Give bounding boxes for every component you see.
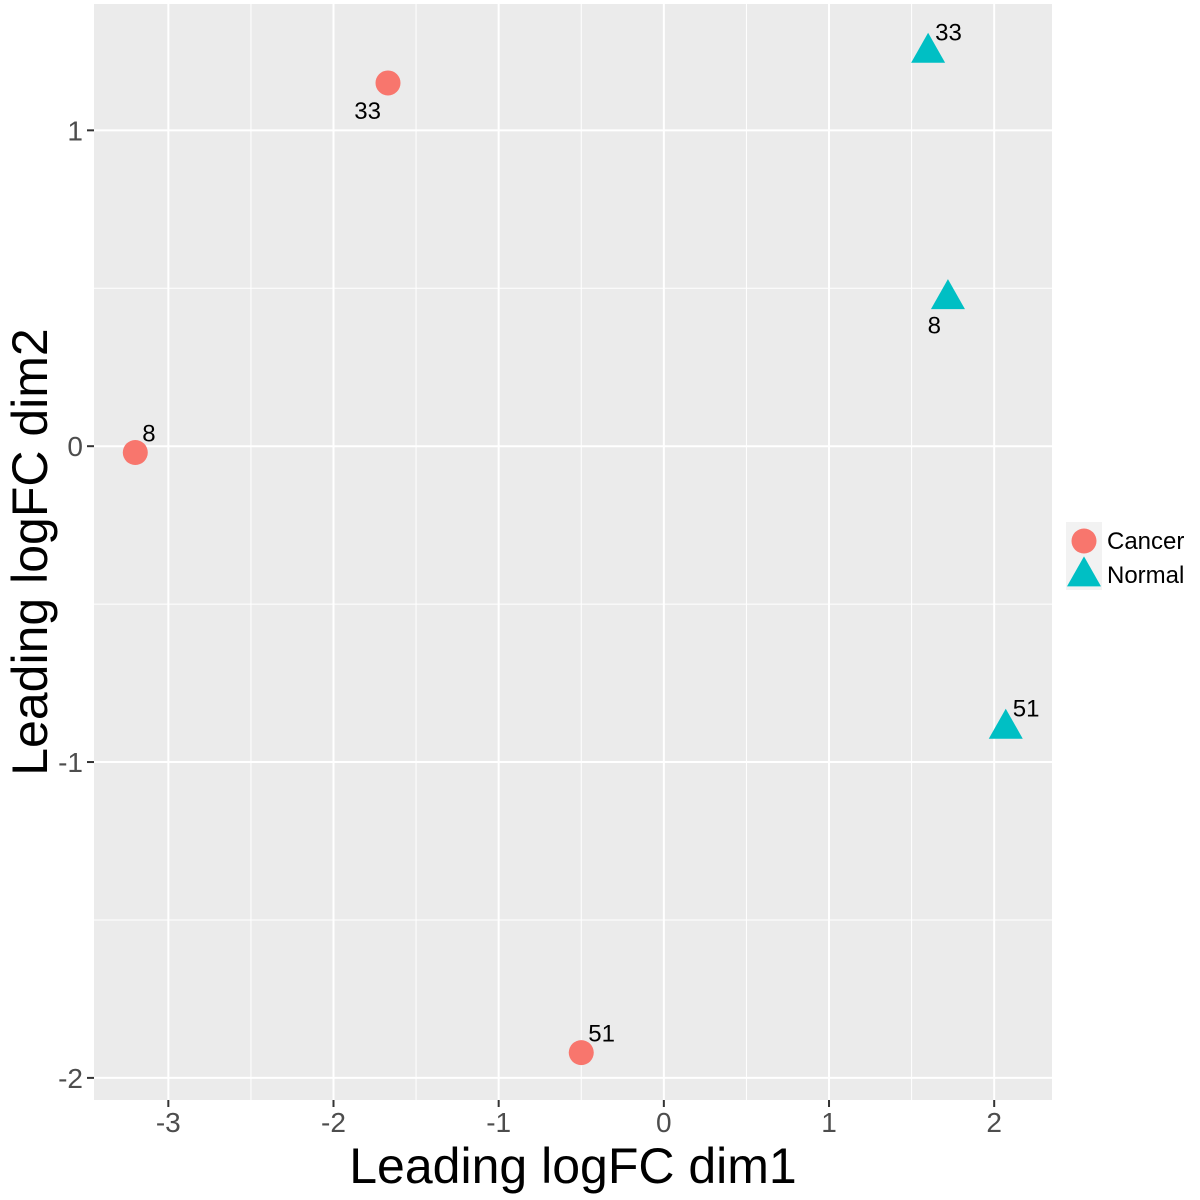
legend-label-cancer: Cancer	[1107, 528, 1184, 555]
normal-point	[988, 708, 1023, 739]
x-tick-label: -2	[321, 1107, 346, 1138]
y-tick-label: 1	[67, 115, 83, 146]
y-tick-label: -2	[58, 1063, 83, 1094]
axis-ticks	[87, 129, 996, 1107]
y-tick-label: 0	[67, 431, 83, 462]
cancer-point	[568, 1040, 594, 1066]
normal-point-label: 51	[1013, 695, 1040, 722]
point-labels: 33 8 51 33 8 51	[142, 19, 1039, 1047]
x-tick-label: 0	[656, 1107, 672, 1138]
cancer-point-label: 8	[142, 421, 155, 448]
normal-point	[911, 32, 946, 63]
cancer-point	[375, 70, 401, 96]
panel-background	[94, 4, 1052, 1100]
legend-key-normal-triangle-icon	[1067, 556, 1101, 587]
x-tick-label: 2	[986, 1107, 1002, 1138]
legend: Cancer Normal	[1066, 522, 1184, 590]
normal-point-label: 33	[935, 19, 962, 46]
legend-key-cancer-circle-icon	[1071, 528, 1097, 554]
axis-tick-labels: -3 -2 -1 0 1 2 -2 -1 0 1	[58, 115, 1002, 1138]
x-tick-label: -3	[156, 1107, 181, 1138]
data-points	[122, 32, 1023, 1066]
minor-gridlines	[94, 4, 1052, 1100]
y-tick-label: -1	[58, 747, 83, 778]
major-gridlines	[94, 4, 1052, 1100]
y-axis-title: Leading logFC dim2	[2, 328, 58, 776]
x-tick-label: 1	[821, 1107, 837, 1138]
cancer-point	[122, 440, 148, 466]
x-tick-label: -1	[486, 1107, 511, 1138]
legend-label-normal: Normal	[1107, 562, 1184, 589]
legend-keys	[1067, 528, 1101, 587]
normal-point	[930, 279, 965, 310]
cancer-point-label: 33	[354, 98, 381, 125]
x-axis-title: Leading logFC dim1	[349, 1138, 797, 1194]
cancer-point-label: 51	[588, 1021, 615, 1048]
normal-point-label: 8	[928, 313, 941, 340]
